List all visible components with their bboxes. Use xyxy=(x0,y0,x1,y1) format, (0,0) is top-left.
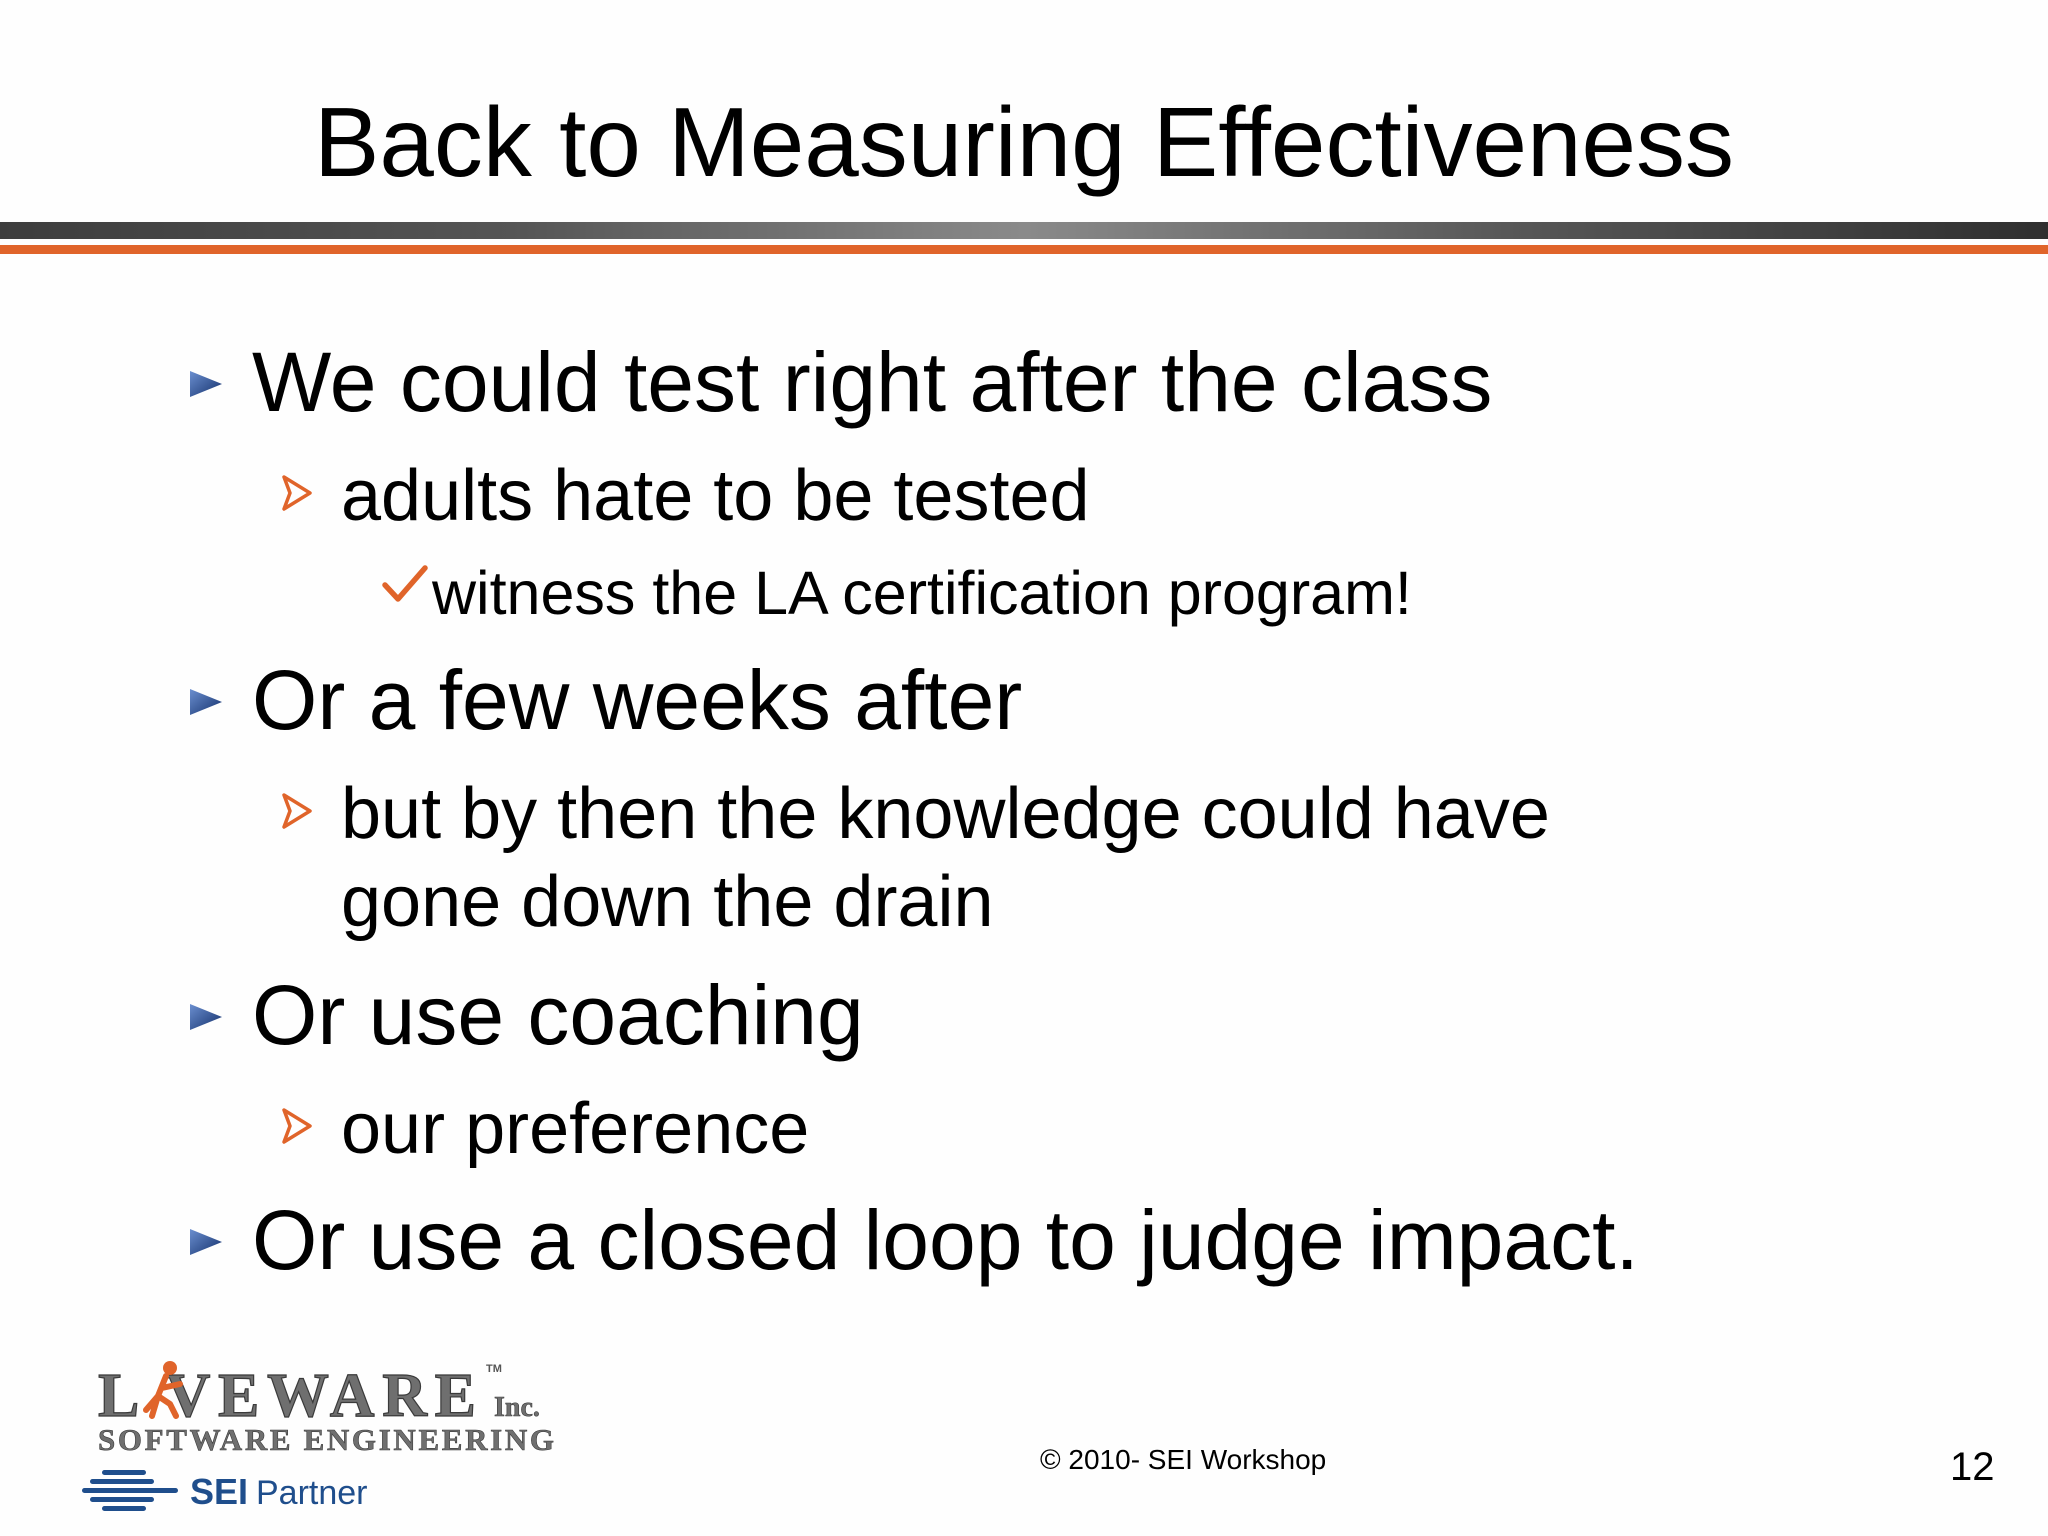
logo-tagline: SOFTWARE ENGINEERING xyxy=(98,1422,554,1457)
running-figure-icon xyxy=(143,1361,183,1419)
triangle-bullet-icon xyxy=(190,1190,252,1290)
triangle-bullet-icon xyxy=(190,650,252,750)
sei-partner-logo: SEI Partner xyxy=(82,1470,368,1512)
bullet-item: Or use coaching xyxy=(190,965,864,1065)
sub-bullet-item: adults hate to be tested xyxy=(282,452,1090,540)
arrowhead-bullet-icon xyxy=(282,1085,341,1173)
sub-bullet-text: adults hate to be tested xyxy=(341,456,1090,536)
bullet-item: Or a few weeks after xyxy=(190,650,1022,750)
logo-company-suffix: Inc. xyxy=(494,1392,540,1423)
bullet-text: Or a few weeks after xyxy=(252,653,1023,747)
footer-copyright: © 2010- SEI Workshop xyxy=(1040,1444,1327,1475)
sub-bullet-item: but by then the knowledge could have gon… xyxy=(282,770,1550,946)
sub-bullet-text: but by then the knowledge could have gon… xyxy=(341,774,1550,942)
sub-bullet-item: our preference xyxy=(282,1085,809,1173)
bullet-text: Or use a closed loop to judge impact. xyxy=(252,1193,1639,1287)
arrowhead-bullet-icon xyxy=(282,452,341,540)
sei-logo-bold: SEI xyxy=(190,1471,248,1512)
title-divider-orange xyxy=(0,245,2048,254)
bullet-text: We could test right after the class xyxy=(252,335,1493,429)
sei-logo-light: Partner xyxy=(256,1474,368,1512)
title-divider-dark xyxy=(0,222,2048,239)
arrowhead-bullet-icon xyxy=(282,770,341,858)
checkmark-bullet-icon xyxy=(382,555,432,631)
slide-title: Back to Measuring Effectiveness xyxy=(314,87,1734,197)
sei-globe-icon xyxy=(82,1470,178,1511)
bullet-text: Or use coaching xyxy=(252,968,864,1062)
logo-trademark: TM xyxy=(486,1363,502,1375)
bullet-item: We could test right after the class xyxy=(190,332,1492,432)
slide-page-number: 12 xyxy=(1950,1445,1995,1489)
sub-bullet-text: our preference xyxy=(341,1089,810,1169)
triangle-bullet-icon xyxy=(190,332,252,432)
laveware-logo: L VEWARE TM Inc. SOFTWARE ENGINEERING xyxy=(97,1361,554,1457)
bullet-item: Or use a closed loop to judge impact. xyxy=(190,1190,1639,1290)
sub-sub-bullet-text: witness the LA certification program! xyxy=(432,559,1412,627)
sub-sub-bullet-item: witness the LA certification program! xyxy=(382,555,1412,631)
triangle-bullet-icon xyxy=(190,965,252,1065)
